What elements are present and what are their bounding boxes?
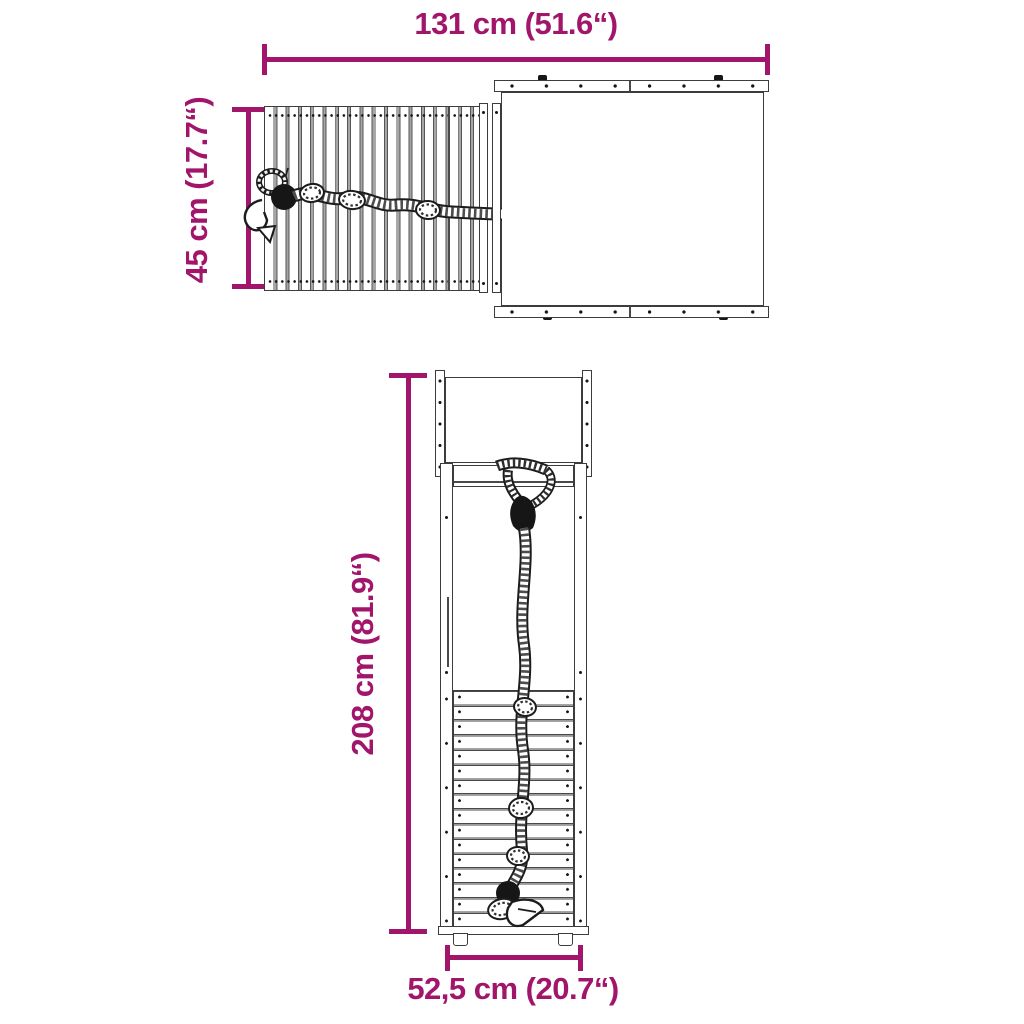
rope-loop-right xyxy=(527,466,556,510)
dimension-width-top xyxy=(264,57,769,62)
dimension-tick xyxy=(578,945,583,971)
side-height-label: 208 cm (81.9“) xyxy=(345,552,380,756)
panel-side-view xyxy=(445,377,582,463)
rope-over-bar xyxy=(495,457,549,476)
dimension-tick xyxy=(232,107,265,112)
screw-dots-row xyxy=(267,279,479,284)
dimension-height-top xyxy=(246,108,251,288)
slat-screw-dots-left xyxy=(457,690,462,927)
screw-dot xyxy=(579,671,582,674)
post-screw-dots-right xyxy=(577,692,584,927)
mounting-rail-top xyxy=(494,80,769,92)
panel-joint xyxy=(448,107,450,290)
screw-dot xyxy=(445,671,448,674)
dimension-height-side xyxy=(406,375,411,932)
rope-clamp-icon xyxy=(510,495,536,533)
screw-dot xyxy=(495,111,498,114)
carabiner-icon xyxy=(505,898,545,928)
foot-right xyxy=(558,933,573,946)
top-height-label: 45 cm (17.7“) xyxy=(179,96,214,284)
rope-knot xyxy=(506,845,530,867)
top-width-label: 131 cm (51.6“) xyxy=(414,6,618,41)
dimension-tick xyxy=(389,373,427,378)
rope-knot xyxy=(338,189,366,211)
dimension-tick xyxy=(232,284,265,289)
carabiner-icon xyxy=(243,198,269,232)
dimension-tick xyxy=(445,945,450,971)
screw-dot xyxy=(445,516,448,519)
mounting-rail-bottom xyxy=(494,306,769,318)
screw-dots-row xyxy=(267,113,479,118)
screw-dot xyxy=(495,282,498,285)
post-joint xyxy=(447,597,449,667)
rail-joint xyxy=(629,307,631,317)
dimension-tick xyxy=(262,44,267,75)
blank-panel-top-view xyxy=(501,92,764,306)
rail-clip xyxy=(538,75,547,83)
dimension-tick xyxy=(389,929,427,934)
screw-dot xyxy=(482,111,485,114)
rope-knot xyxy=(415,199,441,221)
rope-knot xyxy=(299,182,325,204)
screw-dot xyxy=(482,282,485,285)
frame-strip-left xyxy=(479,103,488,293)
screw-dot xyxy=(579,516,582,519)
climbing-rope-top-view xyxy=(243,167,503,245)
panel-end-strip-right xyxy=(582,370,592,477)
foot-left xyxy=(453,933,468,946)
rope-pulley-icon xyxy=(271,184,297,210)
climbing-rope-side-view xyxy=(487,457,556,928)
carabiner-tip xyxy=(256,224,277,245)
frame-strip-right xyxy=(492,103,501,293)
rope-knot xyxy=(508,796,534,820)
side-width-label: 52,5 cm (20.7“) xyxy=(407,971,619,1006)
slat-screw-dots-right xyxy=(565,690,570,927)
rail-clip xyxy=(714,75,723,83)
rail-joint xyxy=(629,81,631,91)
rope-knot xyxy=(513,696,537,718)
post-screw-dots-left xyxy=(443,692,450,927)
dimension-tick xyxy=(765,44,770,75)
dimension-width-side xyxy=(447,955,581,960)
